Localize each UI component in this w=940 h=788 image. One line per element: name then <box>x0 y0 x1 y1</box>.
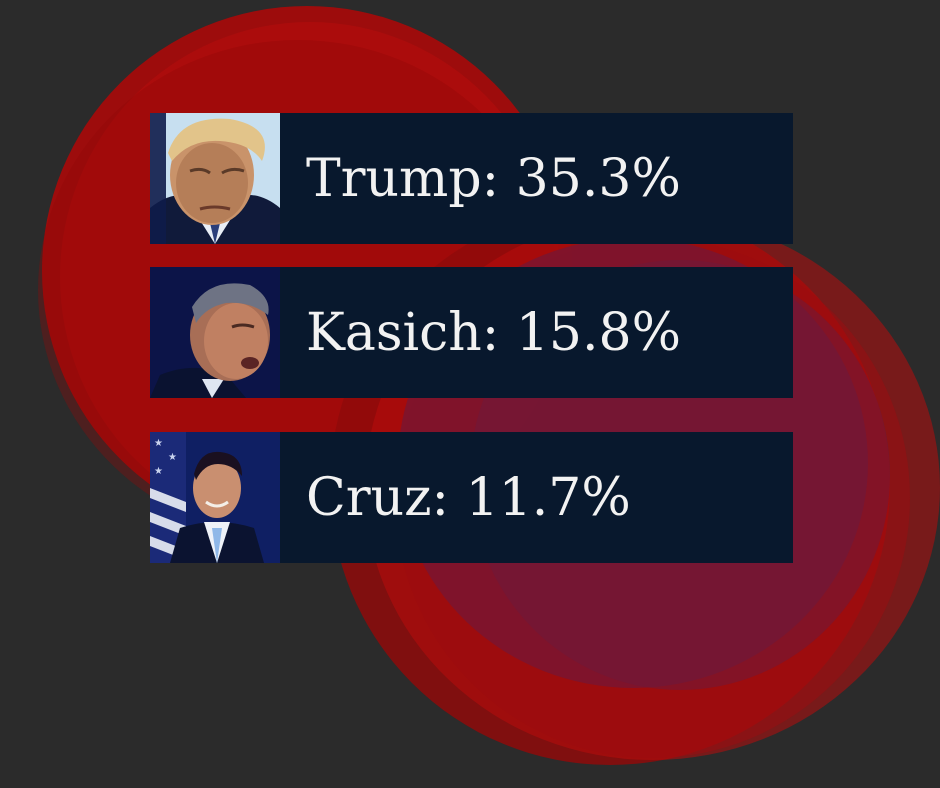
candidate-result-label: Cruz: 11.7% <box>306 467 631 528</box>
svg-text:★: ★ <box>154 466 163 477</box>
svg-text:★: ★ <box>168 452 177 463</box>
portrait-icon: ★ ★ ★ <box>150 432 280 563</box>
candidate-result-label: Trump: 35.3% <box>306 148 681 209</box>
candidate-card-trump: Trump: 35.3% <box>150 113 793 244</box>
candidate-result-label: Kasich: 15.8% <box>306 302 682 363</box>
candidate-card-cruz: ★ ★ ★ Cruz: 11.7% <box>150 432 793 563</box>
portrait-icon <box>150 113 280 244</box>
candidate-photo-kasich <box>150 267 280 398</box>
svg-text:★: ★ <box>154 438 163 449</box>
candidate-photo-trump <box>150 113 280 244</box>
candidate-card-kasich: Kasich: 15.8% <box>150 267 793 398</box>
candidate-photo-cruz: ★ ★ ★ <box>150 432 280 563</box>
portrait-icon <box>150 267 280 398</box>
